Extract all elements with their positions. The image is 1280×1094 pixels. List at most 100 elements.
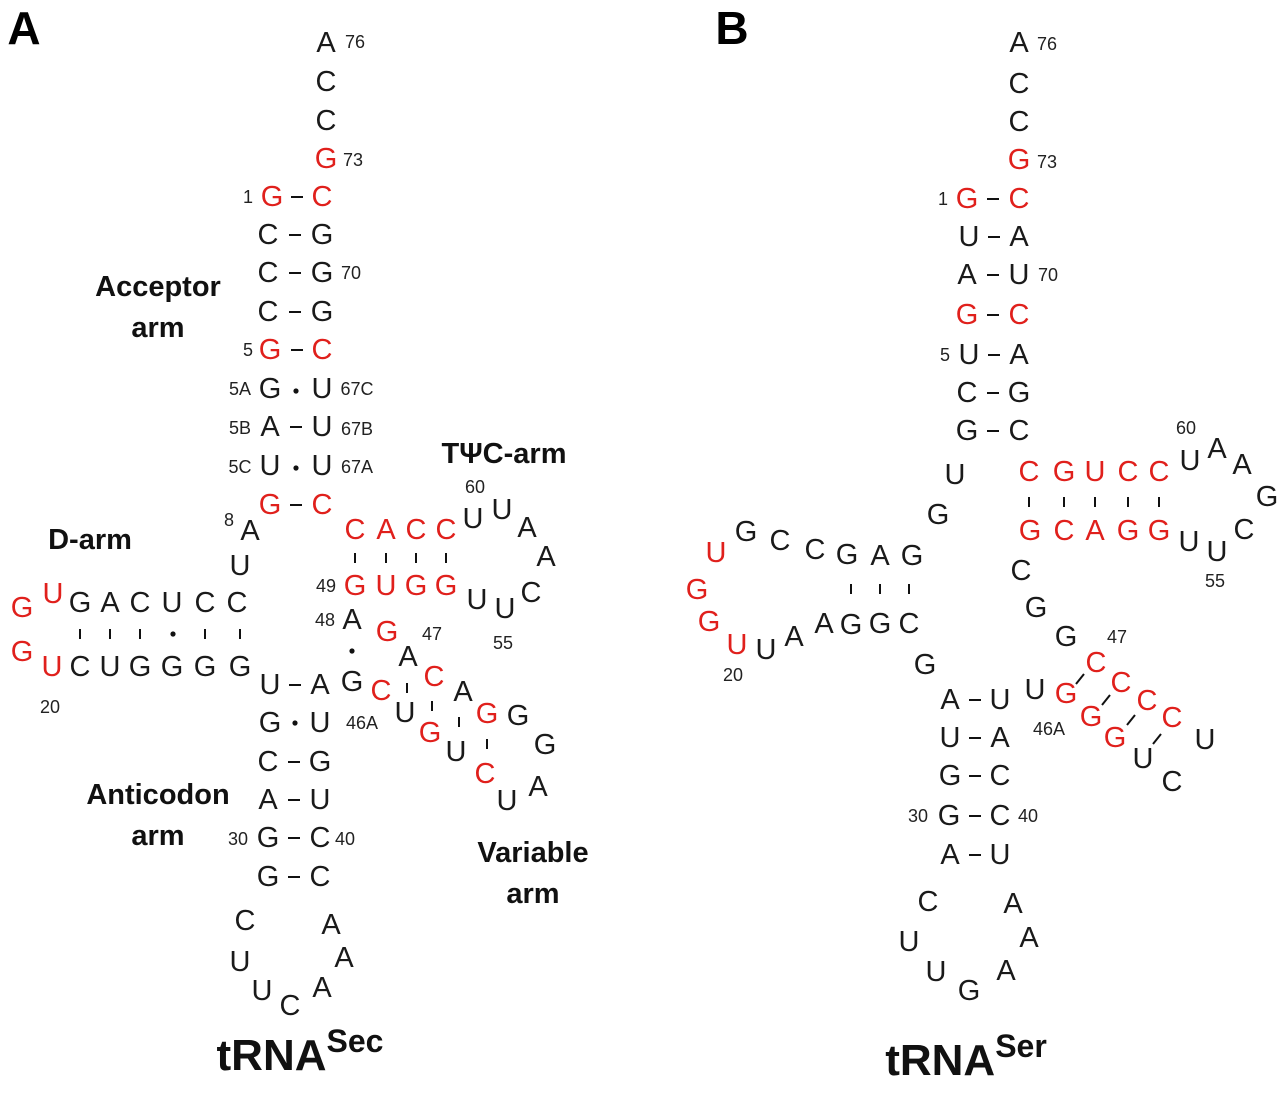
nucleotide: C	[521, 577, 542, 609]
wobble-pair-dot	[293, 465, 299, 471]
nucleotide: C	[1009, 183, 1030, 215]
nucleotide: U	[230, 946, 251, 978]
nucleotide: G	[914, 649, 937, 681]
nucleotide: A	[100, 587, 120, 619]
base-pair-bond	[1152, 733, 1162, 745]
nucleotide: A	[536, 541, 556, 573]
panel-letter: A	[7, 2, 40, 54]
nucleotide: C	[130, 587, 151, 619]
nucleotide: A	[957, 259, 977, 291]
nucleotide: C	[918, 886, 939, 918]
position-number: 60	[1176, 418, 1196, 438]
arm-label-acceptor: Acceptor	[95, 271, 221, 303]
position-number: 40	[335, 829, 355, 849]
base-pair-bond	[1126, 714, 1136, 726]
nucleotide: G	[534, 729, 557, 761]
nucleotide: U	[926, 956, 947, 988]
position-number: 67C	[340, 379, 373, 399]
nucleotide: A	[870, 540, 890, 572]
nucleotide: C	[258, 257, 279, 289]
nucleotide: U	[706, 537, 727, 569]
position-number: 1	[938, 189, 948, 209]
nucleotide: G	[405, 570, 428, 602]
nucleotide: C	[312, 181, 333, 213]
nucleotide: G	[129, 651, 152, 683]
nucleotide: U	[43, 578, 64, 610]
nucleotide: G	[259, 707, 282, 739]
position-number: 60	[465, 477, 485, 497]
arm-label-variable: Variable	[477, 837, 588, 869]
nucleotide: U	[260, 450, 281, 482]
position-number: 8	[224, 510, 234, 530]
nucleotide: U	[727, 629, 748, 661]
nucleotide: C	[1137, 685, 1158, 717]
nucleotide: G	[259, 334, 282, 366]
wobble-pair-dot	[293, 388, 299, 394]
wobble-pair-dot	[170, 631, 176, 637]
nucleotide: G	[341, 666, 364, 698]
nucleotide: A	[312, 972, 332, 1004]
title-main: tRNA	[885, 1036, 995, 1085]
nucleotide: G	[956, 299, 979, 331]
nucleotide: U	[260, 669, 281, 701]
nucleotide: C	[310, 822, 331, 854]
nucleotide: A	[1232, 449, 1252, 481]
nucleotide: G	[1104, 722, 1127, 754]
nucleotide: U	[1009, 259, 1030, 291]
position-number: 76	[345, 32, 365, 52]
nucleotide: C	[990, 800, 1011, 832]
nucleotide: U	[162, 587, 183, 619]
arm-label-acceptor: arm	[131, 312, 184, 344]
nucleotide: C	[195, 587, 216, 619]
nucleotide: U	[495, 593, 516, 625]
nucleotide: A	[321, 909, 341, 941]
position-number: 48	[315, 610, 335, 630]
nucleotide: U	[1133, 743, 1154, 775]
position-number: 67A	[341, 457, 373, 477]
nucleotide: A	[310, 669, 330, 701]
nucleotide: G	[869, 608, 892, 640]
nucleotide: G	[1008, 377, 1031, 409]
nucleotide: C	[475, 758, 496, 790]
arm-label-anticodon: Anticodon	[86, 779, 229, 811]
nucleotide: C	[1011, 555, 1032, 587]
nucleotide: A	[990, 722, 1010, 754]
nucleotide: A	[1207, 433, 1227, 465]
molecule-title: tRNASec	[217, 1023, 384, 1080]
nucleotide: G	[309, 746, 332, 778]
nucleotide: G	[376, 616, 399, 648]
nucleotide: A	[334, 942, 354, 974]
nucleotide: A	[1009, 339, 1029, 371]
nucleotide: C	[258, 746, 279, 778]
nucleotide: A	[940, 839, 960, 871]
position-number: 67B	[341, 419, 373, 439]
nucleotide: U	[312, 450, 333, 482]
nucleotide: C	[1162, 766, 1183, 798]
position-number: 5	[940, 345, 950, 365]
nucleotide: C	[70, 651, 91, 683]
nucleotide: G	[1148, 515, 1171, 547]
nucleotide: C	[312, 489, 333, 521]
nucleotide: C	[258, 296, 279, 328]
nucleotide: U	[492, 494, 513, 526]
nucleotide: G	[315, 143, 338, 175]
nucleotide: C	[258, 219, 279, 251]
nucleotide: G	[1080, 701, 1103, 733]
nucleotide: C	[1149, 456, 1170, 488]
nucleotide: C	[316, 66, 337, 98]
molecule-title: tRNASer	[885, 1028, 1047, 1085]
position-number: 20	[40, 697, 60, 717]
nucleotide: A	[258, 784, 278, 816]
nucleotide: G	[11, 592, 34, 624]
nucleotide: G	[507, 700, 530, 732]
nucleotide: G	[1256, 481, 1279, 513]
nucleotide: U	[376, 570, 397, 602]
nucleotide: G	[686, 574, 709, 606]
nucleotide: A	[453, 676, 473, 708]
nucleotide: G	[435, 570, 458, 602]
nucleotide: C	[1111, 667, 1132, 699]
nucleotide: G	[11, 636, 34, 668]
nucleotide: U	[756, 634, 777, 666]
nucleotide: U	[899, 926, 920, 958]
nucleotide: G	[476, 698, 499, 730]
